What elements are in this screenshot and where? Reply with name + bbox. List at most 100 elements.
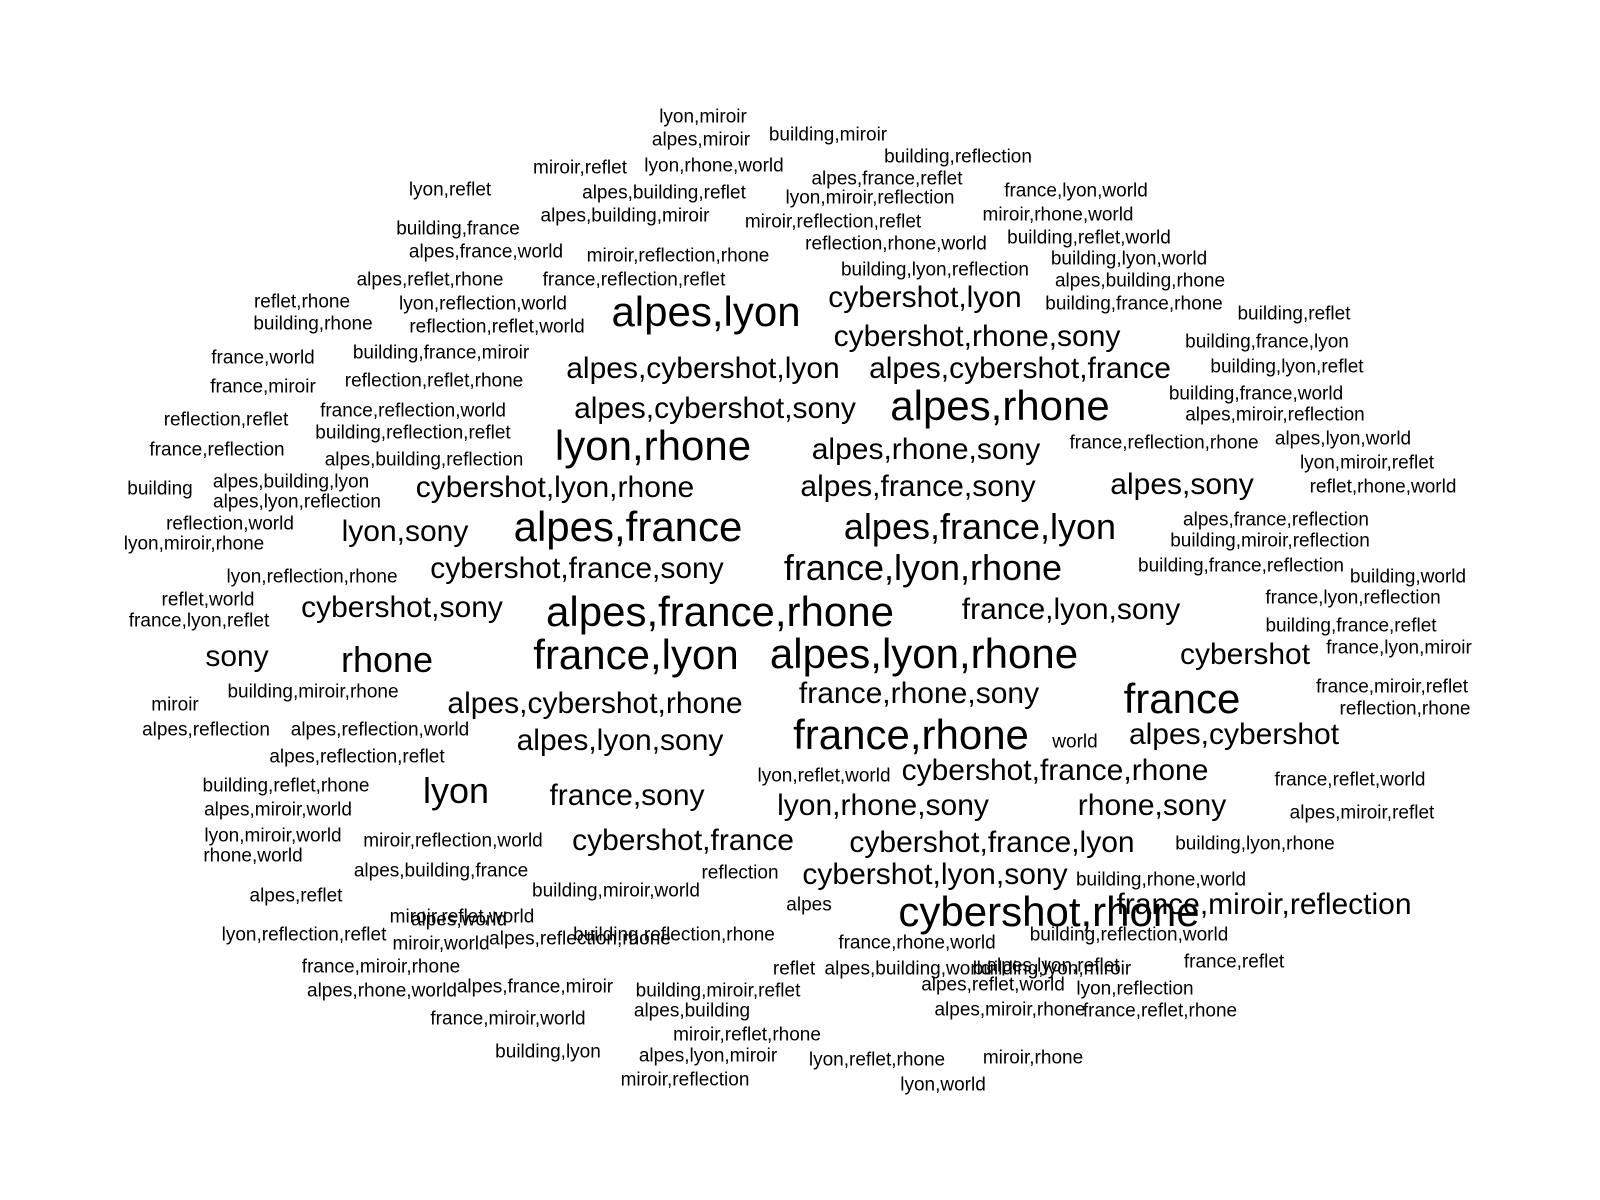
cloud-word: reflet,rhone,world: [1309, 476, 1457, 498]
cloud-word: miroir,reflection,rhone: [586, 245, 770, 267]
cloud-word: alpes,building: [633, 1000, 751, 1022]
cloud-word: france,lyon,sony: [961, 593, 1181, 626]
cloud-word: alpes: [786, 894, 832, 916]
cloud-word: cybershot,france,rhone: [901, 754, 1209, 787]
cloud-word: miroir,reflection,world: [363, 830, 543, 852]
cloud-word: building,rhone,world: [1075, 869, 1247, 891]
cloud-word: reflection,rhone,world: [805, 233, 987, 255]
cloud-word: miroir,reflet,rhone: [673, 1024, 821, 1046]
cloud-word: building,france,world: [1168, 383, 1344, 405]
cloud-word: alpes,france,reflection: [1183, 509, 1369, 531]
cloud-word: building,miroir: [768, 124, 888, 146]
cloud-word: cybershot,sony: [301, 591, 503, 624]
cloud-word: reflection,reflet: [163, 409, 289, 431]
cloud-word: world: [1052, 731, 1098, 753]
cloud-word: building,reflection,rhone: [573, 924, 775, 946]
cloud-word: france,reflet,world: [1274, 769, 1426, 791]
cloud-word: building,france: [396, 218, 520, 240]
cloud-word: france,lyon,reflet: [128, 610, 270, 632]
cloud-word: alpes,cybershot,france: [869, 352, 1171, 385]
cloud-word: france,lyon,miroir: [1326, 637, 1472, 659]
cloud-word: alpes,cybershot,lyon: [566, 352, 840, 385]
cloud-word: cybershot,rhone: [898, 888, 1200, 935]
cloud-word: alpes,reflection,reflet: [269, 746, 445, 768]
cloud-word: rhone: [340, 639, 434, 680]
cloud-word: alpes,lyon,world: [1274, 428, 1412, 450]
cloud-word: building,rhone: [253, 313, 373, 335]
cloud-word: alpes,world: [410, 909, 508, 931]
cloud-word: alpes,lyon,reflection: [213, 491, 381, 513]
cloud-word: reflet,rhone: [253, 291, 351, 313]
cloud-word: building,miroir,reflet: [635, 980, 801, 1002]
cloud-word: alpes,france,rhone: [546, 588, 894, 635]
cloud-word: cybershot,lyon,rhone: [415, 471, 695, 504]
cloud-word: alpes,reflet,rhone: [356, 269, 504, 291]
cloud-word: cybershot,rhone,sony: [833, 320, 1121, 353]
cloud-word: lyon,rhone,world: [644, 155, 784, 177]
cloud-word: alpes,miroir: [651, 129, 751, 151]
cloud-word: rhone,world: [203, 845, 303, 867]
cloud-word: cybershot,france,lyon: [849, 826, 1135, 859]
cloud-word: building,lyon,world: [1050, 248, 1208, 270]
cloud-word: building,reflet: [1237, 303, 1351, 325]
cloud-word: france,world: [211, 347, 315, 369]
cloud-word: alpes,rhone,world: [307, 980, 457, 1002]
cloud-word: rhone,sony: [1077, 789, 1227, 822]
cloud-word: building,reflection,world: [1029, 924, 1229, 946]
cloud-word: france,lyon: [533, 631, 739, 678]
cloud-word: alpes,lyon,sony: [516, 724, 724, 757]
cloud-word: miroir,reflet,world: [389, 906, 535, 928]
cloud-word: building,france,miroir: [352, 342, 530, 364]
cloud-word: alpes,france: [513, 503, 743, 550]
cloud-word: alpes,rhone,sony: [811, 433, 1041, 466]
cloud-word: building,world: [1349, 566, 1467, 588]
cloud-word: alpes,cybershot,sony: [574, 392, 856, 425]
cloud-word: france,rhone,world: [838, 932, 996, 954]
cloud-word: lyon,miroir: [659, 106, 747, 128]
cloud-word: france,rhone,sony: [798, 677, 1040, 710]
cloud-word: france,sony: [549, 779, 705, 812]
cloud-word: reflection,world: [166, 513, 294, 535]
cloud-word: building,reflection,reflet: [315, 422, 511, 444]
cloud-word: reflection,reflet,world: [409, 316, 585, 338]
cloud-word: france,miroir,reflet: [1315, 676, 1469, 698]
cloud-word: miroir,reflection,reflet: [744, 211, 922, 233]
cloud-word: alpes,building,lyon: [212, 471, 370, 493]
cloud-word: building,lyon: [495, 1041, 601, 1063]
cloud-word: lyon,reflet: [408, 179, 492, 201]
cloud-word: france,reflection: [149, 439, 285, 461]
cloud-word: lyon: [422, 770, 490, 811]
cloud-word: miroir: [151, 694, 199, 716]
cloud-word: building,lyon,reflection: [840, 259, 1030, 281]
cloud-word: alpes,building,rhone: [1054, 270, 1226, 292]
cloud-word: building,miroir,reflection: [1170, 530, 1370, 552]
cloud-word: france,miroir: [210, 376, 316, 398]
cloud-word: alpes,building,france: [353, 860, 529, 882]
cloud-word: france,reflection,reflet: [542, 269, 726, 291]
cloud-word: building,france,reflection: [1138, 555, 1344, 577]
cloud-word: lyon,reflection: [1076, 978, 1194, 1000]
cloud-word: building,miroir,world: [532, 880, 700, 902]
cloud-word: alpes,miroir,reflection: [1185, 404, 1365, 426]
cloud-word: lyon,rhone: [554, 422, 752, 469]
cloud-word: alpes,lyon,miroir: [638, 1045, 778, 1067]
cloud-word: alpes,rhone: [890, 382, 1110, 429]
cloud-word: alpes,cybershot,rhone: [447, 687, 743, 720]
cloud-word: alpes,france,miroir: [456, 976, 614, 998]
cloud-word: cybershot,lyon: [828, 281, 1022, 314]
cloud-word: france,miroir,world: [430, 1008, 586, 1030]
cloud-word: lyon,miroir,reflet: [1299, 452, 1435, 474]
cloud-word: cybershot: [1179, 638, 1311, 671]
cloud-word: reflection: [701, 862, 779, 884]
cloud-word: alpes,france,lyon: [843, 506, 1117, 547]
cloud-word: miroir,rhone,world: [982, 204, 1134, 226]
cloud-word: lyon,rhone,sony: [777, 789, 989, 822]
cloud-word: alpes,building,world: [824, 958, 992, 980]
cloud-word: lyon,sony: [341, 515, 469, 548]
cloud-word: building,reflet,rhone: [202, 775, 370, 797]
cloud-word: lyon,reflet,rhone: [808, 1049, 946, 1071]
cloud-word: france,reflet,rhone: [1082, 1000, 1238, 1022]
cloud-word: lyon,reflection,rhone: [226, 566, 398, 588]
cloud-word: cybershot,france: [572, 824, 794, 857]
